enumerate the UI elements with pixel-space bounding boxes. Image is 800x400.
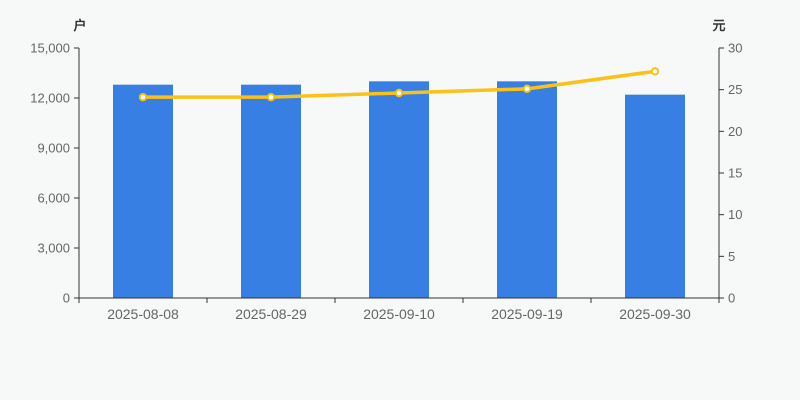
- bar: [369, 81, 429, 298]
- right-axis-tick-label: 5: [728, 249, 735, 264]
- x-axis-label: 2025-09-30: [619, 306, 691, 322]
- left-axis-tick-label: 6,000: [37, 191, 70, 206]
- line-point: [138, 92, 148, 102]
- line-point: [394, 88, 404, 98]
- x-axis-label: 2025-09-19: [491, 306, 563, 322]
- right-axis-tick-label: 10: [728, 207, 742, 222]
- line-point: [266, 92, 276, 102]
- x-axis-label: 2025-09-10: [363, 306, 435, 322]
- left-axis-unit-label: 户: [73, 18, 87, 33]
- line-point: [650, 67, 660, 76]
- right-axis-tick-label: 25: [728, 82, 742, 97]
- bar: [113, 84, 173, 299]
- bar: [497, 81, 557, 298]
- bar: [241, 84, 301, 299]
- left-axis-tick-label: 12,000: [30, 91, 70, 106]
- right-axis-tick-label: 15: [728, 166, 742, 181]
- right-axis-tick-label: 20: [728, 124, 742, 139]
- left-axis-tick-label: 3,000: [37, 241, 70, 256]
- x-axis-label: 2025-08-29: [235, 306, 307, 322]
- right-axis-tick-label: 30: [728, 41, 742, 56]
- left-axis-tick-label: 15,000: [30, 41, 70, 56]
- left-axis-tick-label: 9,000: [37, 141, 70, 156]
- right-axis-tick-label: 0: [728, 291, 735, 306]
- right-axis-unit-label: 元: [712, 18, 726, 33]
- line-point: [522, 84, 532, 94]
- left-axis-tick-label: 0: [63, 291, 70, 306]
- bar: [625, 94, 685, 299]
- x-axis-label: 2025-08-08: [107, 306, 179, 322]
